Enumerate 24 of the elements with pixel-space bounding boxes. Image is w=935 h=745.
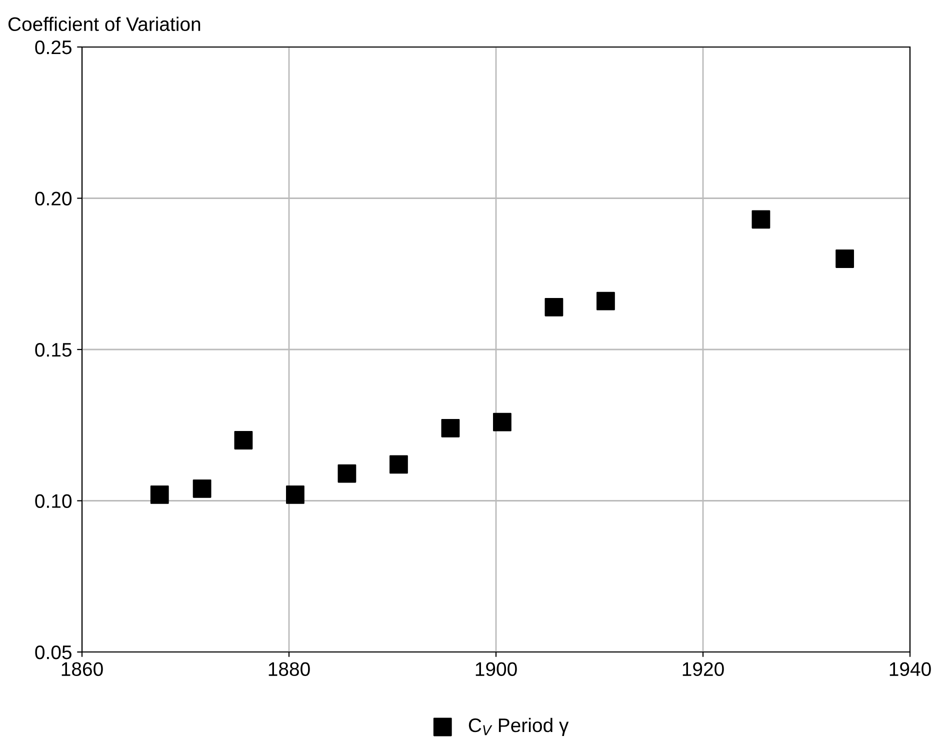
point (390, 455, 408, 474)
y-axis-title: Coefficient of Variation (8, 16, 200, 32)
point (836, 250, 854, 268)
point (441, 418, 460, 438)
point (338, 464, 356, 483)
y-tick-label: 0.05 (35, 645, 72, 660)
y-tick-label: 0.25 (35, 40, 72, 54)
y-tick-label: 0.20 (35, 192, 72, 206)
x-tick-label: 1860 (62, 662, 103, 676)
point (596, 292, 615, 310)
point (192, 479, 212, 498)
y-tick-label: 0.15 (35, 342, 72, 357)
point (493, 412, 512, 432)
x-tick-label: 1880 (268, 662, 310, 676)
point (286, 486, 304, 504)
point (752, 210, 770, 229)
legend-label: C$_{V}$ Period γ (468, 718, 569, 736)
point (150, 486, 169, 504)
x-tick-label: 1920 (682, 662, 724, 676)
x-tick-label: 1900 (476, 662, 517, 676)
x-tick-label: 1940 (890, 662, 931, 676)
y-tick-label: 0.10 (35, 494, 72, 508)
point (234, 431, 253, 450)
point (544, 298, 564, 316)
